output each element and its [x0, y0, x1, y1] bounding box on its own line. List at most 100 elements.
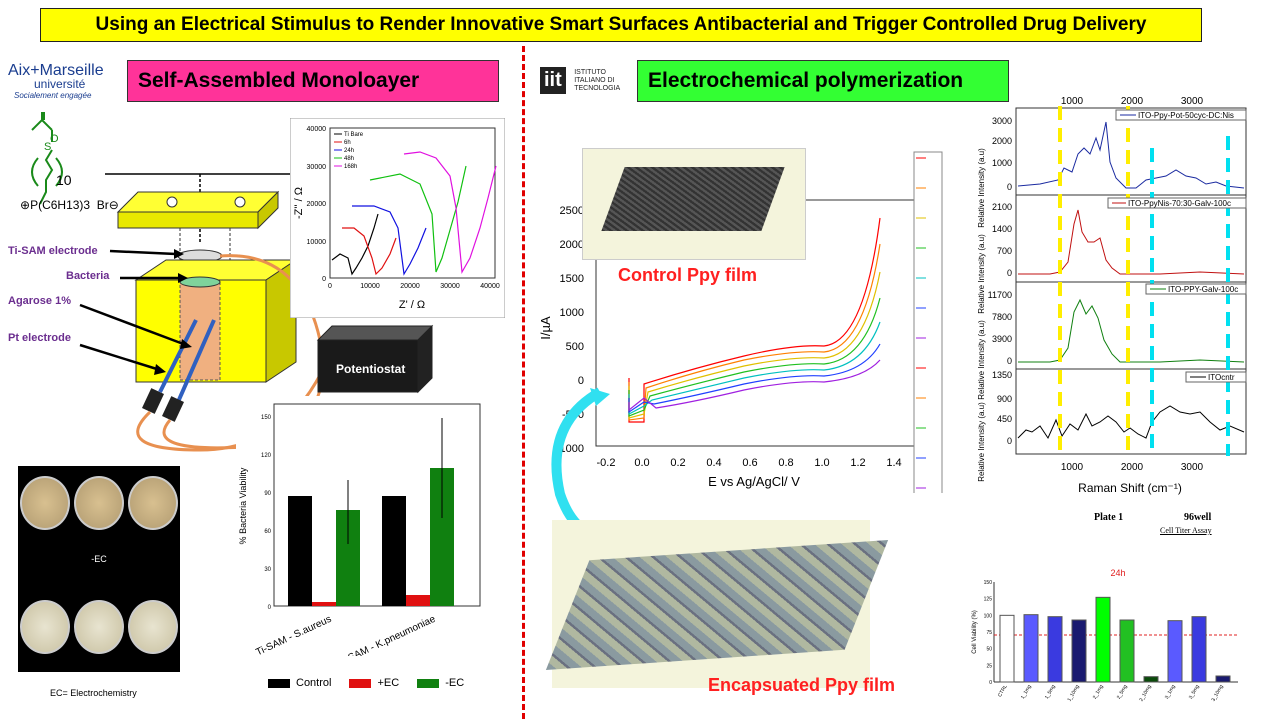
- raman-ytick: 0: [1007, 182, 1012, 192]
- encapsulated-ppy-caption: Encapsuated Ppy film: [708, 675, 896, 695]
- via-ytick: 150: [261, 415, 272, 421]
- raman-top-tick: 2000: [1121, 96, 1144, 107]
- assay-ytick: 125: [984, 597, 993, 603]
- encapsulated-ppy-image: [545, 520, 889, 688]
- raman-ytick: 700: [997, 246, 1012, 256]
- amu-logo-line3: Socialement engagée: [14, 91, 92, 100]
- nyq-legend: Ti Bare: [344, 132, 364, 138]
- amu-logo-line1: Aix+Marseille: [8, 62, 104, 79]
- raman-ylabel: Relative Intensity (a.u): [977, 402, 986, 482]
- viability-legend: Control +EC -EC: [268, 677, 464, 689]
- control-ppy-image: [582, 148, 806, 260]
- nyq-legend: 168h: [344, 164, 357, 170]
- svg-text:O: O: [50, 133, 59, 145]
- raman-bottom-tick: 2000: [1121, 462, 1144, 473]
- raman-ylabel: Relative Intensity (a.u): [977, 320, 986, 400]
- label-agarose: Agarose 1%: [8, 295, 71, 307]
- nyq-xtick: 0: [328, 283, 332, 290]
- cv-ytick: 2500: [560, 205, 584, 217]
- raman-xlabel: Raman Shift (cm⁻¹): [1078, 481, 1182, 495]
- cv-xtick: 0.2: [670, 457, 685, 469]
- sam-section-title: Self-Assembled Monoloayer: [127, 60, 499, 102]
- assay-xtick: 3_5mg: [1188, 684, 1201, 700]
- nyq-ytick: 20000: [307, 201, 327, 208]
- assay-subtitle: Cell Titer Assay: [1160, 526, 1212, 535]
- raman-legend: ITO-PPY-Galv-100c: [1168, 285, 1238, 294]
- assay-xtick: 2_10mg: [1138, 684, 1152, 703]
- raman-ytick: 2000: [992, 136, 1012, 146]
- via-ytick: 120: [261, 453, 272, 459]
- assay-ytick: 25: [986, 663, 992, 669]
- via-ylabel: % Bacteria Viability: [238, 467, 248, 544]
- nyq-legend: 24h: [344, 148, 354, 154]
- legend-plus-ec: +EC: [377, 677, 400, 689]
- raman-legend: ITO-Ppy-Pot-50cyc-DC:Nis: [1138, 111, 1234, 120]
- assay-xtick: 2_1mg: [1092, 684, 1105, 700]
- cv-ylabel: I/µA: [538, 316, 553, 340]
- raman-ytick: 3900: [992, 334, 1012, 344]
- nyq-legend: 6h: [344, 140, 351, 146]
- assay-xtick: 2_5mg: [1116, 684, 1129, 700]
- label-pt-electrode: Pt electrode: [8, 332, 71, 344]
- label-potentiostat: Potentiostat: [336, 362, 406, 376]
- raman-ytick: 1350: [992, 370, 1012, 380]
- cv-xtick: 1.0: [814, 457, 829, 469]
- assay-bar: [1167, 620, 1183, 683]
- nyq-ytick: 40000: [307, 126, 327, 133]
- nyq-ytick: 10000: [307, 239, 327, 246]
- raman-bottom-tick: 1000: [1061, 462, 1084, 473]
- ec-caption: EC= Electrochemistry: [50, 688, 137, 698]
- cation-formula: P(C6H13)3: [30, 198, 91, 212]
- raman-ytick: 0: [1007, 356, 1012, 366]
- amu-logo-line2: université: [34, 77, 86, 91]
- cv-xtick: 1.4: [886, 457, 901, 469]
- cv-xlabel: E vs Ag/AgCl/ V: [708, 474, 800, 489]
- nyq-ylabel: -Z'' / Ω: [293, 187, 305, 219]
- amu-logo: Aix+Marseille université Socialement eng…: [8, 62, 118, 102]
- raman-top-tick: 1000: [1061, 96, 1084, 107]
- nyq-xtick: 40000: [480, 283, 500, 290]
- raman-ytick: 7800: [992, 312, 1012, 322]
- raman-legend: ITO-PpyNis-70:30-Galv-100c: [1128, 199, 1231, 208]
- nyq-ytick: 0: [322, 276, 326, 283]
- assay-xtick: 1_10mg: [1066, 684, 1080, 703]
- nyq-legend: 48h: [344, 156, 354, 162]
- assay-bar: [1215, 675, 1231, 683]
- raman-ytick: 0: [1007, 436, 1012, 446]
- assay-ytick: 75: [986, 630, 992, 636]
- electrochemical-cell-diagram: [79, 169, 434, 452]
- assay-ytick: 100: [984, 613, 993, 619]
- raman-ytick: 0: [1007, 268, 1012, 278]
- assay-bar: [1071, 619, 1087, 683]
- sulfur-atom: S: [44, 141, 51, 153]
- legend-minus-ec: -EC: [445, 677, 465, 689]
- section-divider: [522, 46, 525, 719]
- assay-time: 24h: [1110, 568, 1125, 578]
- via-ytick: 0: [268, 605, 272, 611]
- assay-xtick: 1_1mg: [1020, 684, 1033, 700]
- assay-bar: [1047, 616, 1063, 683]
- assay-plate: Plate 1: [1094, 512, 1124, 523]
- assay-xtick: 3_1mg: [1164, 684, 1177, 700]
- raman-ylabel: Relative Intensity (a.u): [977, 234, 986, 314]
- plate-label-plus-ec: + EC: [88, 676, 110, 686]
- cv-ytick: 500: [566, 341, 584, 353]
- nyq-xtick: 30000: [440, 283, 460, 290]
- iit-logo-line2: ITALIANO DI: [574, 76, 615, 84]
- assay-xtick: 3_10mg: [1210, 684, 1224, 703]
- viability-chart: 0 30 60 90 120 150 % Bacteria Viability …: [236, 396, 486, 656]
- assay-ytick: 0: [989, 680, 992, 686]
- via-ytick: 60: [264, 529, 271, 535]
- cv-xtick: 0.4: [706, 457, 721, 469]
- assay-bar: [1095, 596, 1111, 683]
- cv-xtick: 0.6: [742, 457, 757, 469]
- iit-logo-mark: iit: [540, 67, 566, 94]
- raman-ytick: 450: [997, 414, 1012, 424]
- poster-title: Using an Electrical Stimulus to Render I…: [40, 8, 1202, 42]
- iit-logo-line3: TECNOLOGIA: [574, 84, 621, 92]
- raman-legend: ITOcntr: [1208, 373, 1235, 382]
- raman-ylabel: Relative Intensity (a.u): [977, 148, 986, 228]
- raman-ytick: 1000: [992, 158, 1012, 168]
- raman-top-tick: 3000: [1181, 96, 1204, 107]
- control-ppy-caption: Control Ppy film: [618, 265, 757, 285]
